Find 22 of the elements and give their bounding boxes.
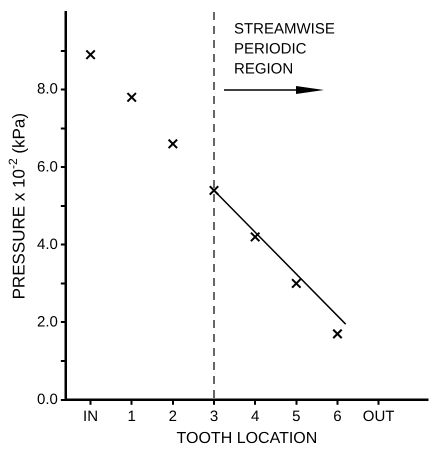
y-tick-label: 4.0 (36, 236, 58, 253)
x-tick-label: IN (83, 408, 98, 425)
point (332, 328, 343, 340)
point (291, 278, 302, 289)
x-tick-label: 3 (210, 408, 218, 425)
annotation: STREAMWISE PERIODIC REGION (234, 20, 335, 78)
x-axis-title: TOOTH LOCATION (176, 430, 318, 447)
point (250, 232, 260, 242)
x-tick-label: 1 (128, 408, 136, 425)
point (168, 138, 178, 150)
y-tick-label: 6.0 (36, 158, 58, 176)
point (85, 49, 96, 60)
y-tick-label: 8.0 (36, 80, 58, 98)
x-tick-label: 4 (250, 408, 260, 425)
x-tick-label: 2 (168, 408, 178, 425)
y-tick-label: 0.0 (36, 390, 58, 408)
point (208, 185, 220, 196)
x-tick-label: OUT (362, 408, 394, 425)
y-tick-label: 2.0 (36, 313, 58, 330)
x-tick-label: 6 (333, 408, 342, 425)
x-tick-label: 5 (292, 408, 300, 425)
point (126, 92, 137, 103)
